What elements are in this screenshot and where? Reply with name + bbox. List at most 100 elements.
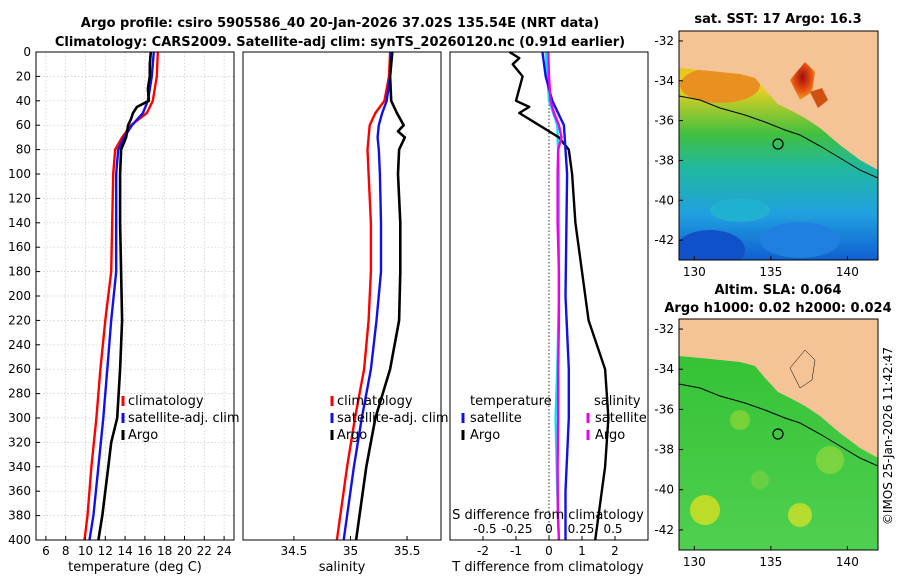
sst-map-lon-label: 140 (836, 265, 859, 279)
temperature-xtick-label: 16 (137, 544, 152, 558)
legend-label: satellite-adj. clim (337, 411, 449, 426)
salinity-panel: 34.5 35 35.5 salinity climatology satellite… (242, 51, 449, 575)
sla-map-lon-label: 135 (759, 555, 782, 569)
sst-map-lat-label: -36 (654, 114, 674, 128)
differences-xtick-label: -1 (510, 544, 522, 558)
salinity-xtick-label: 35.5 (394, 544, 421, 558)
legend-label: Argo (337, 428, 367, 443)
depth-tick-label: 40 (16, 94, 31, 108)
depth-tick-label: 100 (8, 167, 31, 181)
sla-map-title: Altim. SLA: 0.064 (715, 283, 842, 298)
temperature-panel: 6 8 10 12 14 16 18 20 22 24 0 20 40 60 80 100 120 140 160… (8, 45, 240, 575)
sla-map-lat-label: -38 (654, 443, 674, 457)
depth-tick-label: 160 (8, 240, 31, 254)
depth-tick-label: 300 (8, 411, 31, 425)
difference-panel: -2 -1 0 1 2 -0.5 -0.25 0 0.25 0.5 S difference f… (449, 50, 649, 575)
differences-xtick-label: 2 (611, 544, 619, 558)
sla-map-lat-label: -34 (654, 362, 674, 376)
depth-tick-label: 380 (8, 509, 31, 523)
difference-axes-box (449, 51, 649, 541)
s-diff-tick-label: 0 (545, 522, 553, 536)
salinity-xlabel: salinity (319, 560, 366, 575)
sla-map-lat-label: -42 (654, 523, 674, 537)
temperature-series-climatology (83, 51, 159, 541)
salinity-axes-box (242, 51, 442, 541)
s-diff-tick-label: 0.25 (568, 522, 595, 536)
temperature-legend: climatology satellite-adj. clim Argo (121, 394, 240, 443)
temperature-xtick-label: 8 (62, 544, 70, 558)
legend-label: Argo (470, 428, 500, 443)
t-difference-xlabel: T difference from climatology (451, 560, 644, 575)
legend-label: climatology (128, 394, 204, 409)
temperature-xtick-label: 10 (78, 544, 93, 558)
legend-temperature-title: temperature (470, 394, 552, 409)
sla-map-lat-label: -36 (654, 402, 674, 416)
legend-label: climatology (337, 394, 413, 409)
legend-label: satellite-adj. clim (128, 411, 240, 426)
legend-label: satellite (470, 411, 522, 426)
sst-map-lon-label: 135 (759, 265, 782, 279)
temperature-xtick-label: 22 (197, 544, 212, 558)
sst-map-title: sat. SST: 17 Argo: 16.3 (694, 12, 861, 27)
sst-map-lat-label: -40 (654, 193, 674, 207)
temperature-xtick-label: 24 (216, 544, 231, 558)
sla-map-lat-label: -40 (654, 483, 674, 497)
sla-map: 130 135 140 -32 -34 -36 -38 -40 -42 (654, 318, 879, 569)
depth-tick-label: 220 (8, 313, 31, 327)
differences-xtick-label: -2 (477, 544, 489, 558)
temperature-xtick-label: 12 (98, 544, 113, 558)
sla-map-title-2: Argo h1000: 0.02 h2000: 0.024 (664, 301, 891, 316)
legend-salinity-title: salinity (594, 394, 641, 409)
temperature-xtick-label: 14 (117, 544, 132, 558)
temperature-xlabel: temperature (deg C) (68, 560, 202, 575)
s-diff-tick-label: -0.25 (501, 522, 532, 536)
depth-tick-label: 80 (16, 143, 31, 157)
depth-tick-label: 280 (8, 387, 31, 401)
depth-tick-label: 0 (23, 45, 31, 59)
salinity-series-climatology (335, 51, 392, 541)
legend-label: Argo (128, 428, 158, 443)
salinity-series-argo (354, 51, 407, 541)
depth-tick-label: 180 (8, 265, 31, 279)
differences-xtick-label: 1 (578, 544, 586, 558)
sst-map: 130 135 140 -32 -34 -36 -38 -40 -42 (654, 30, 879, 279)
s-diff-tick-label: -0.5 (473, 522, 496, 536)
depth-tick-label: 120 (8, 191, 31, 205)
sst-map-lat-label: -42 (654, 233, 674, 247)
depth-tick-label: 200 (8, 289, 31, 303)
differences-series-t-argo (508, 50, 610, 541)
s-diff-tick-label: 0.5 (603, 522, 622, 536)
difference-legend: temperature satellite Argo salinity satellit… (461, 394, 647, 443)
depth-tick-label: 400 (8, 533, 31, 547)
depth-tick-label: 260 (8, 362, 31, 376)
s-difference-label: S difference from climatology (452, 508, 644, 523)
legend-label: Argo (595, 428, 625, 443)
imos-credit: ©IMOS 25-Jan-2026 11:42:47 (881, 347, 895, 525)
sst-map-lon-label: 130 (683, 265, 706, 279)
differences-series-s-argo (547, 51, 563, 541)
title-line-2: Climatology: CARS2009. Satellite-adj cli… (55, 35, 625, 50)
sst-map-lat-label: -32 (654, 34, 674, 48)
sla-float-marker (772, 428, 784, 440)
depth-tick-label: 360 (8, 484, 31, 498)
depth-tick-label: 140 (8, 216, 31, 230)
depth-tick-label: 20 (16, 69, 31, 83)
differences-xtick-label: 0 (545, 544, 553, 558)
sla-map-lon-label: 140 (836, 555, 859, 569)
salinity-legend: climatology satellite-adj. clim Argo (330, 394, 449, 443)
depth-tick-label: 60 (16, 118, 31, 132)
depth-tick-label: 340 (8, 460, 31, 474)
sst-map-lat-label: -38 (654, 153, 674, 167)
temperature-series-argo (97, 51, 153, 541)
sst-map-lat-label: -34 (654, 74, 674, 88)
depth-tick-label: 240 (8, 338, 31, 352)
salinity-xtick-label: 35 (343, 544, 358, 558)
legend-label: satellite (595, 411, 647, 426)
depth-tick-label: 320 (8, 435, 31, 449)
temperature-xtick-label: 6 (42, 544, 50, 558)
salinity-series-satellite-adj-clim (342, 51, 393, 541)
temperature-series-satellite-adj-clim (88, 51, 155, 541)
temperature-xtick-label: 18 (157, 544, 172, 558)
sla-map-lon-label: 130 (683, 555, 706, 569)
